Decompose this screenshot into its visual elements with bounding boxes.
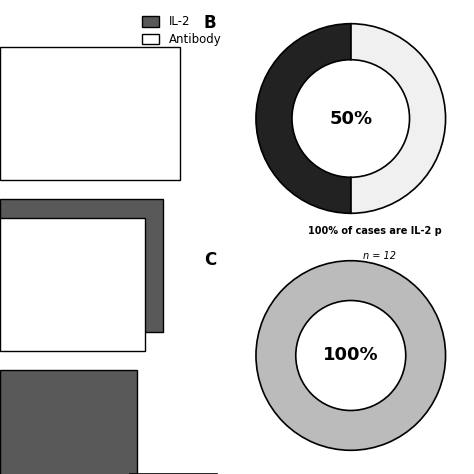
- Wedge shape: [256, 261, 446, 450]
- Text: 100%: 100%: [323, 346, 379, 365]
- Text: C: C: [204, 251, 216, 269]
- Wedge shape: [351, 24, 446, 213]
- Wedge shape: [256, 24, 351, 213]
- Bar: [0, 199, 163, 332]
- Legend: IL-2, Antibody: IL-2, Antibody: [142, 15, 222, 46]
- Bar: [0, 370, 137, 474]
- Text: B: B: [204, 14, 217, 32]
- Text: 50%: 50%: [329, 109, 372, 128]
- Bar: [0, 218, 145, 351]
- Text: n = 12: n = 12: [363, 251, 396, 261]
- Title: 100% of cases are IL-2 p: 100% of cases are IL-2 p: [308, 226, 441, 236]
- Bar: [0, 47, 180, 180]
